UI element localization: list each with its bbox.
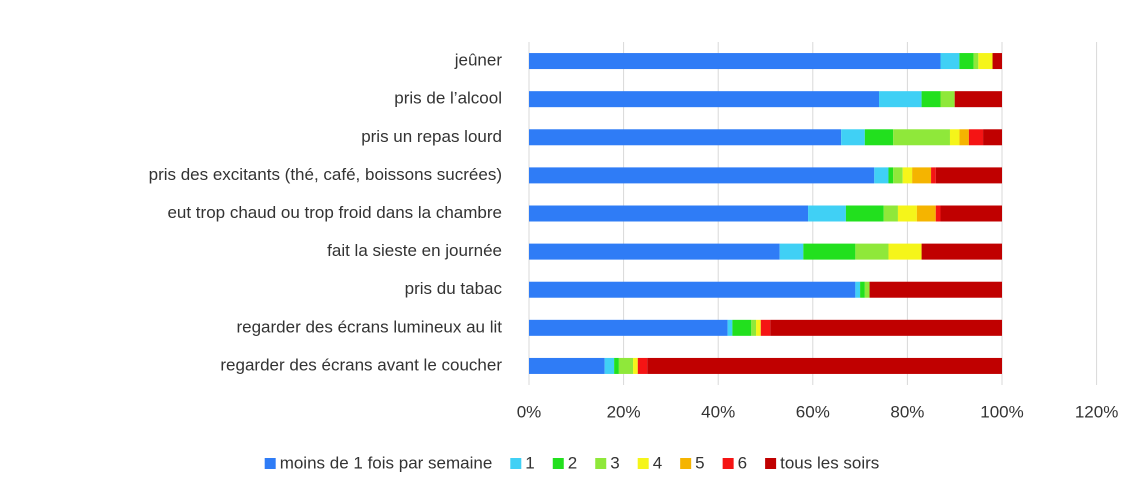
x-tick-label: 40%	[701, 402, 735, 421]
bar-segment	[529, 129, 842, 146]
bar-segment	[935, 205, 941, 222]
x-tick-label: 80%	[890, 402, 924, 421]
category-label: pris du tabac	[405, 279, 503, 298]
bar-segment	[893, 129, 950, 146]
bar-segment	[935, 167, 1002, 184]
category-label: regarder des écrans lumineux au lit	[236, 317, 502, 336]
bar-segment	[869, 281, 1002, 298]
legend-label: 4	[653, 453, 662, 472]
x-tick-label: 120%	[1075, 402, 1118, 421]
x-tick-label: 100%	[980, 402, 1023, 421]
bar-segment	[879, 91, 922, 108]
legend-swatch	[595, 458, 607, 469]
bar-segment	[912, 167, 932, 184]
category-label: eut trop chaud ou trop froid dans la cha…	[167, 203, 502, 222]
legend-swatch	[264, 458, 276, 469]
bar-segment	[614, 357, 619, 374]
bar-segment	[529, 91, 880, 108]
legend-swatch	[722, 458, 734, 469]
legend-swatch	[637, 458, 649, 469]
legend-label: moins de 1 fois par semaine	[280, 453, 493, 472]
bar-segment	[529, 357, 605, 374]
bar-segment	[921, 91, 941, 108]
bar-segment	[874, 167, 889, 184]
bar-segment	[529, 205, 809, 222]
bar-segment	[808, 205, 846, 222]
legend-swatch	[552, 458, 564, 469]
bar-segment	[604, 357, 615, 374]
legend-swatch	[680, 458, 692, 469]
bar-segment	[647, 357, 1002, 374]
x-tick-label: 60%	[796, 402, 830, 421]
category-label: jeûner	[454, 51, 503, 70]
bar-segment	[529, 167, 875, 184]
bar-segment	[959, 129, 969, 146]
legend-label: tous les soirs	[780, 453, 879, 472]
bar-segment	[727, 319, 733, 336]
category-label: fait la sieste en journée	[327, 241, 502, 260]
bar-segment	[954, 91, 1002, 108]
x-tick-label: 20%	[607, 402, 641, 421]
bar-segment	[931, 167, 936, 184]
bar-segment	[529, 53, 941, 70]
bar-segment	[637, 357, 648, 374]
legend-swatch	[510, 458, 522, 469]
bar-segment	[940, 91, 955, 108]
bar-segment	[983, 129, 1002, 146]
legend-label: 6	[738, 453, 747, 472]
category-label: pris un repas lourd	[361, 127, 502, 146]
category-label: pris des excitants (thé, café, boissons …	[149, 165, 502, 184]
bar-segment	[529, 319, 728, 336]
bar-segment	[633, 357, 638, 374]
legend-label: 2	[568, 453, 577, 472]
bar-segment	[760, 319, 771, 336]
bar-segment	[732, 319, 752, 336]
bar-segment	[751, 319, 757, 336]
bar-segment	[978, 53, 993, 70]
bar-segment	[992, 53, 1002, 70]
bar-segment	[968, 129, 984, 146]
legend-label: 5	[695, 453, 704, 472]
bar-segment	[883, 205, 898, 222]
bar-segment	[779, 243, 804, 260]
bar-segment	[973, 53, 979, 70]
category-label: pris de l’alcool	[394, 89, 502, 108]
bar-segment	[940, 53, 960, 70]
category-label: regarder des écrans avant le coucher	[220, 355, 502, 374]
legend-label: 3	[610, 453, 619, 472]
bar-segment	[959, 53, 974, 70]
bar-segment	[893, 167, 903, 184]
bar-segment	[921, 243, 1002, 260]
bar-segment	[940, 205, 1002, 222]
legend-swatch	[765, 458, 777, 469]
bar-segment	[803, 243, 856, 260]
bar-segment	[860, 281, 865, 298]
bar-segment	[845, 205, 884, 222]
bar-segment	[841, 129, 865, 146]
bar-segment	[888, 167, 894, 184]
bar-segment	[888, 243, 922, 260]
bar-segment	[949, 129, 960, 146]
bar-segment	[864, 281, 870, 298]
bar-segment	[529, 243, 780, 260]
bar-segment	[855, 281, 861, 298]
bar-segment	[916, 205, 936, 222]
legend-label: 1	[525, 453, 534, 472]
bar-segment	[529, 281, 856, 298]
bar-segment	[756, 319, 761, 336]
x-tick-label: 0%	[517, 402, 542, 421]
bar-segment	[618, 357, 634, 374]
bar-segment	[902, 167, 913, 184]
bar-segment	[897, 205, 917, 222]
bar-segment	[864, 129, 894, 146]
bar-segment	[770, 319, 1002, 336]
bar-segment	[855, 243, 889, 260]
